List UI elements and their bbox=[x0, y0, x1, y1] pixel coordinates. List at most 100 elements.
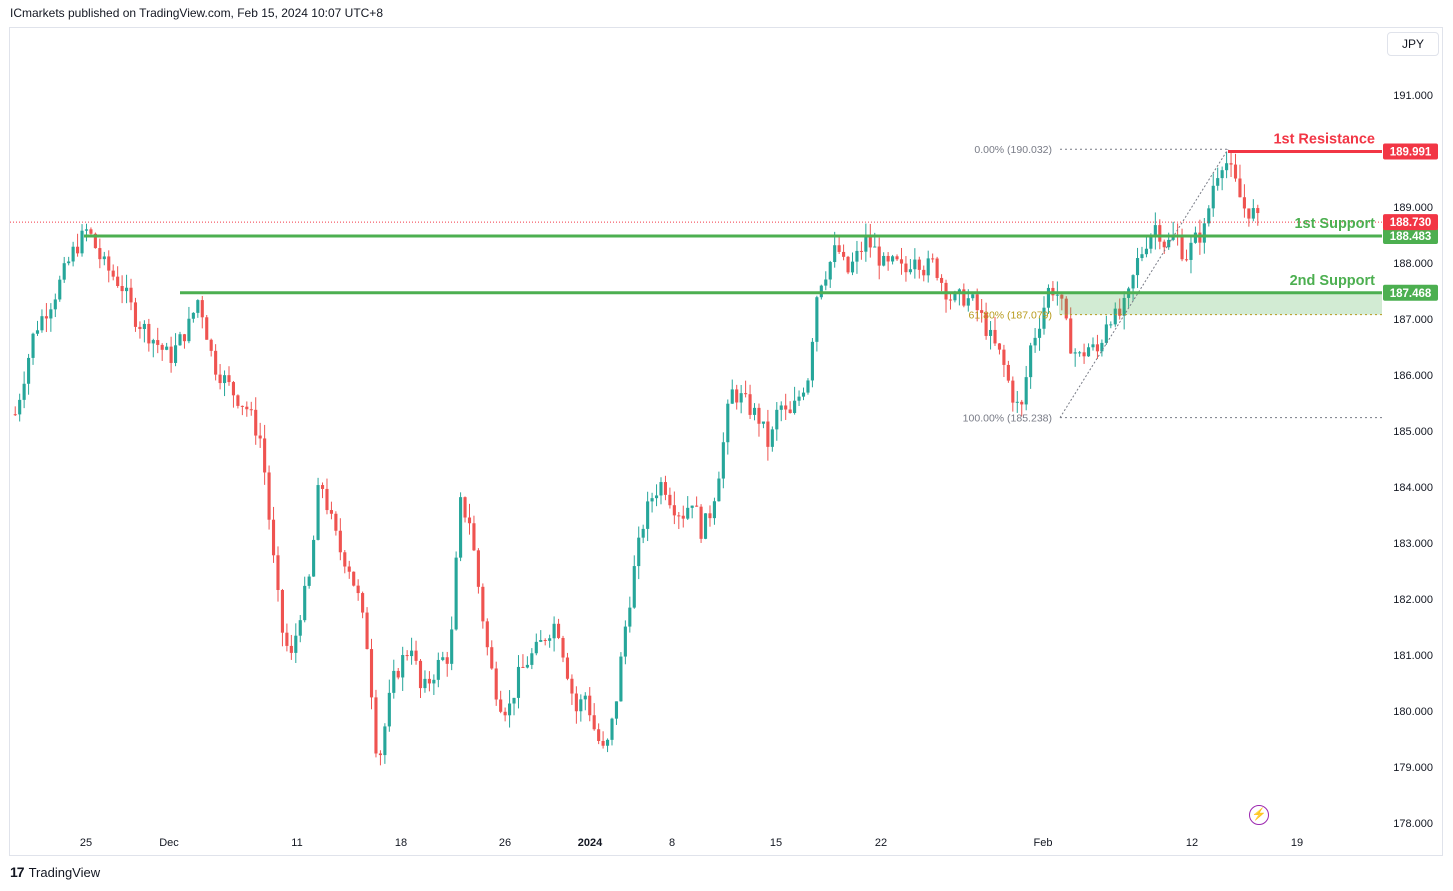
candle-body bbox=[378, 753, 382, 756]
candle-body bbox=[334, 513, 338, 531]
candle-body bbox=[147, 323, 151, 344]
candle-body bbox=[1109, 324, 1113, 326]
candle-body bbox=[1020, 401, 1024, 405]
candle-body bbox=[13, 414, 17, 416]
candle-body bbox=[267, 472, 271, 520]
candle-body bbox=[1189, 242, 1193, 260]
candle-body bbox=[708, 513, 712, 519]
candle-body bbox=[904, 263, 908, 273]
candle-body bbox=[993, 329, 997, 344]
candle-body bbox=[917, 259, 921, 270]
candle-body bbox=[565, 657, 570, 679]
candle-body bbox=[218, 374, 222, 384]
candle-body bbox=[129, 287, 133, 303]
candle-body bbox=[80, 230, 84, 254]
candle-body bbox=[623, 626, 627, 657]
x-tick-label: 22 bbox=[875, 837, 887, 849]
candle-body bbox=[1078, 352, 1082, 354]
candle-body bbox=[601, 740, 605, 746]
candle-body bbox=[102, 256, 106, 260]
candle-body bbox=[752, 407, 757, 415]
candle-body bbox=[18, 399, 22, 415]
candle-body bbox=[1184, 259, 1189, 261]
lightning-bolt-icon[interactable]: ⚡ bbox=[1249, 805, 1269, 825]
candle-body bbox=[35, 330, 40, 334]
candle-body bbox=[1046, 287, 1051, 308]
candle-body bbox=[726, 403, 730, 443]
candle-body bbox=[352, 571, 356, 586]
candle-body bbox=[196, 300, 200, 313]
y-tick-label: 191.000 bbox=[1393, 90, 1433, 102]
candle-body bbox=[93, 233, 97, 249]
candle-body bbox=[414, 650, 418, 661]
candle-body bbox=[125, 287, 129, 292]
y-tick-label: 181.000 bbox=[1393, 650, 1433, 662]
candle-body bbox=[450, 629, 454, 664]
candle-body bbox=[574, 693, 578, 712]
candle-body bbox=[775, 409, 779, 430]
candle-body bbox=[76, 246, 80, 254]
current-price-text: 188.730 bbox=[1390, 217, 1432, 229]
currency-selector-button[interactable]: JPY bbox=[1387, 32, 1439, 56]
candle-body bbox=[1162, 241, 1166, 248]
candle-body bbox=[873, 246, 877, 248]
candle-body bbox=[557, 623, 561, 638]
candle-body bbox=[1242, 197, 1246, 209]
candle-body bbox=[481, 586, 485, 622]
candle-body bbox=[1202, 223, 1206, 243]
candle-body bbox=[837, 245, 841, 252]
candle-body bbox=[833, 245, 837, 263]
candle-body bbox=[156, 340, 160, 345]
candle-body bbox=[931, 258, 935, 260]
candle-body bbox=[387, 692, 391, 727]
footer-branding: 17 TradingView bbox=[10, 864, 100, 880]
candle-body bbox=[552, 623, 556, 639]
level-price-tag bbox=[1383, 227, 1438, 244]
candle-body bbox=[1091, 344, 1095, 348]
candle-body bbox=[735, 389, 739, 403]
candle-body bbox=[1100, 342, 1104, 352]
candle-body bbox=[926, 258, 930, 276]
candle-body bbox=[690, 505, 694, 508]
candle-body bbox=[111, 270, 115, 277]
y-tick-label: 187.000 bbox=[1393, 314, 1433, 326]
candle-body bbox=[1256, 208, 1260, 214]
candle-body bbox=[49, 309, 53, 319]
chart-annotations: 0.00% (190.032) 61.80% (187.079) 100.00% (… bbox=[10, 132, 1382, 425]
y-tick-label: 182.000 bbox=[1393, 594, 1433, 606]
candle-body bbox=[98, 248, 102, 260]
x-tick-label: 25 bbox=[80, 837, 92, 849]
candle-body bbox=[984, 312, 988, 336]
candle-body bbox=[441, 657, 445, 660]
candle-body bbox=[1015, 401, 1019, 403]
candle-body bbox=[1086, 347, 1091, 357]
candle-body bbox=[182, 334, 187, 342]
candlestick-series bbox=[13, 151, 1260, 766]
candle-body bbox=[396, 670, 400, 678]
candle-body bbox=[855, 250, 859, 262]
candle-body bbox=[940, 277, 944, 283]
candle-body bbox=[793, 400, 797, 414]
candle-body bbox=[231, 382, 236, 396]
candle-body bbox=[209, 339, 213, 351]
candle-body bbox=[1082, 352, 1086, 357]
candle-body bbox=[641, 528, 645, 538]
candle-body bbox=[1073, 352, 1077, 354]
candle-body bbox=[222, 375, 227, 384]
candle-body bbox=[312, 539, 316, 577]
fib-trend-line bbox=[1059, 148, 1229, 418]
candle-body bbox=[1149, 236, 1153, 249]
candle-body bbox=[717, 478, 721, 502]
candle-body bbox=[356, 585, 360, 594]
level-label: 1st Resistance bbox=[1273, 132, 1375, 148]
candle-body bbox=[392, 670, 396, 693]
chart-frame[interactable] bbox=[9, 27, 1443, 856]
candle-body bbox=[895, 256, 899, 260]
candle-body bbox=[499, 699, 503, 712]
candle-body bbox=[89, 229, 93, 234]
candle-body bbox=[316, 485, 320, 540]
candle-body bbox=[410, 650, 414, 657]
candle-body bbox=[84, 229, 89, 231]
candle-body bbox=[1122, 297, 1126, 316]
